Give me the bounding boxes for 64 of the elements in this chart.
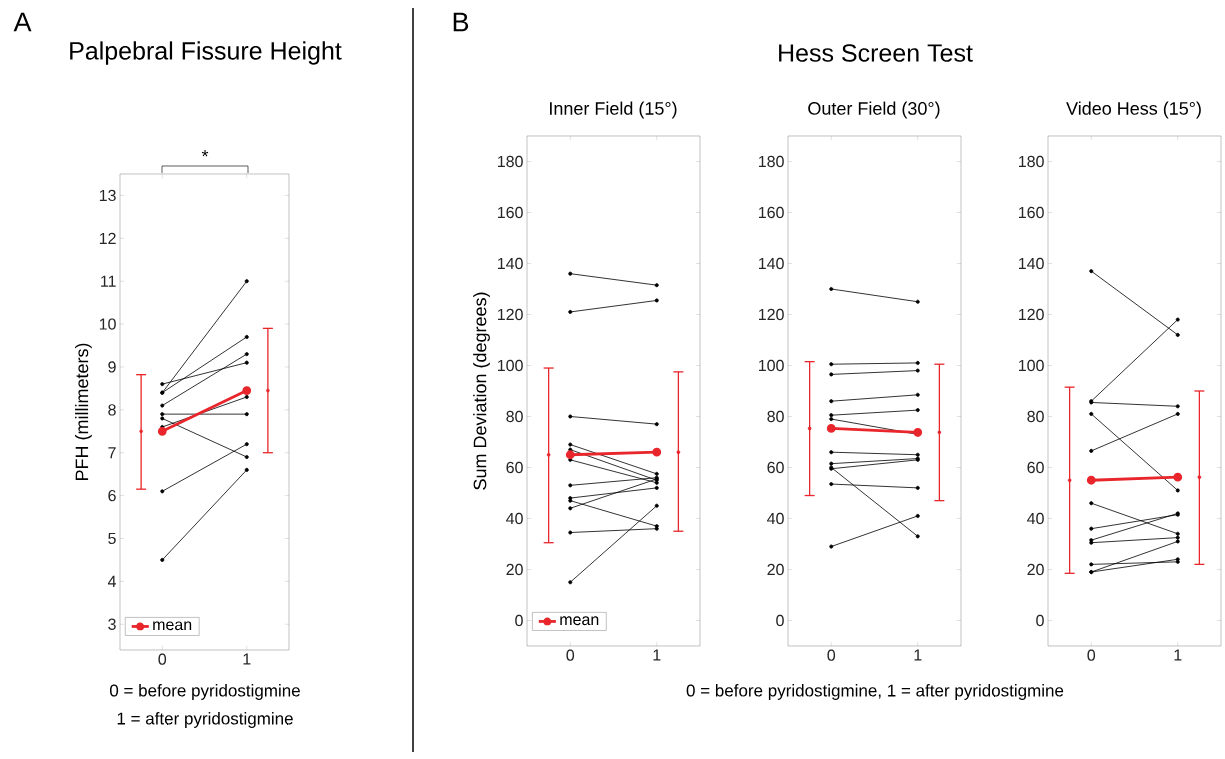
- y-tick-label: 20: [767, 563, 784, 576]
- text: B: [453, 12, 469, 32]
- x-tick-label: 1: [1174, 649, 1182, 661]
- y-tick-label: 6: [108, 489, 116, 502]
- legend-label: mean: [153, 621, 192, 631]
- x-tick-label: 0: [566, 649, 575, 661]
- y-tick-label: 40: [506, 512, 523, 525]
- y-axis-title: Sum Deviation (degrees): [473, 292, 490, 490]
- y-axis-title: PFH (millimeters): [75, 343, 92, 481]
- y-tick-label: 5: [108, 532, 116, 545]
- y-tick-label: 13: [99, 189, 116, 202]
- x-tick-label: 0: [827, 649, 836, 661]
- y-tick-label: 160: [1019, 206, 1044, 219]
- y-tick-label: 80: [1027, 410, 1044, 423]
- y-tick-label: 160: [759, 206, 784, 219]
- y-tick-label: 12: [99, 232, 116, 244]
- y-tick-label: 8: [108, 404, 116, 416]
- chart-title: Inner Field (15°): [550, 101, 677, 119]
- x-tick-label: 1: [653, 649, 661, 661]
- x-tick-label: 1: [914, 649, 922, 661]
- y-tick-label: 180: [1019, 155, 1044, 168]
- text: 1 = after pyridostigmine: [117, 712, 293, 728]
- y-tick-label: 11: [101, 275, 116, 287]
- y-tick-label: 180: [759, 155, 784, 168]
- text: 0 = before pyridostigmine: [109, 684, 300, 700]
- y-tick-label: 20: [1027, 563, 1044, 576]
- text: A: [13, 12, 32, 32]
- y-tick-label: 10: [99, 318, 116, 330]
- y-tick-label: 140: [498, 257, 523, 270]
- y-tick-label: 9: [108, 361, 116, 373]
- y-tick-label: 100: [498, 359, 523, 372]
- legend-label: mean: [560, 616, 599, 626]
- y-tick-label: 140: [759, 257, 784, 270]
- y-tick-label: 60: [506, 461, 523, 474]
- y-tick-label: 0: [1036, 614, 1044, 627]
- y-tick-label: 100: [1019, 359, 1044, 372]
- y-tick-label: 7: [108, 447, 116, 459]
- y-tick-label: 0: [776, 614, 784, 627]
- y-tick-label: 180: [498, 155, 523, 168]
- y-tick-label: 120: [1019, 308, 1044, 321]
- x-tick-label: 0: [1087, 649, 1096, 661]
- y-tick-label: 3: [108, 618, 116, 630]
- y-tick-label: 40: [767, 512, 784, 525]
- y-tick-label: 4: [107, 575, 116, 587]
- chart-title: Palpebral Fissure Height: [70, 41, 342, 65]
- y-tick-label: 80: [767, 410, 784, 423]
- y-tick-label: 140: [1019, 257, 1044, 270]
- text: *: [201, 150, 209, 157]
- text: Hess Screen Test: [779, 44, 973, 62]
- y-tick-label: 60: [1027, 461, 1044, 474]
- y-tick-label: 20: [506, 563, 523, 576]
- y-tick-label: 120: [498, 308, 523, 321]
- y-tick-label: 0: [515, 614, 523, 627]
- text: 0 = before pyridostigmine, 1 = after pyridostigmine: [686, 684, 1064, 700]
- y-tick-label: 100: [759, 359, 784, 372]
- x-tick-label: 0: [158, 653, 167, 665]
- y-tick-label: 160: [498, 206, 523, 219]
- chart-title: Outer Field (30°): [808, 101, 940, 119]
- y-tick-label: 40: [1027, 512, 1044, 525]
- chart-title: Video Hess (15°): [1066, 101, 1201, 119]
- y-tick-label: 80: [506, 410, 523, 423]
- y-tick-label: 120: [759, 308, 784, 321]
- y-tick-label: 60: [767, 461, 784, 474]
- x-tick-label: 1: [243, 653, 251, 665]
